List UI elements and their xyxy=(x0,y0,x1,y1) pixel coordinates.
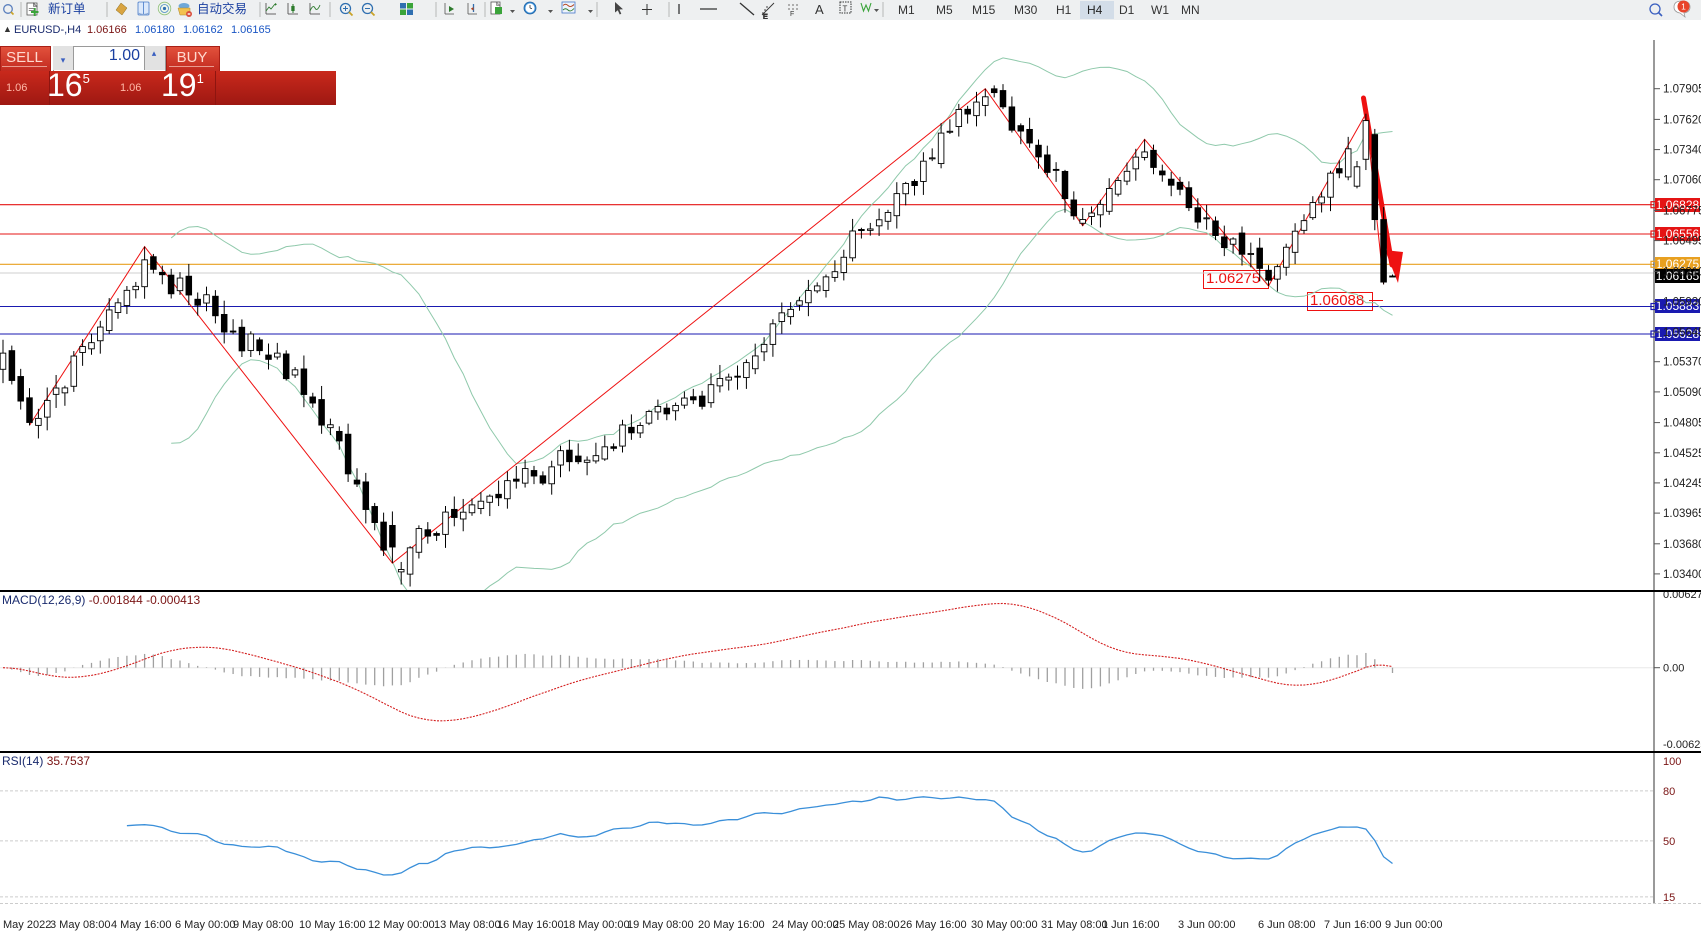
svg-text:新订单: 新订单 xyxy=(48,1,86,16)
svg-text:M1: M1 xyxy=(898,3,915,17)
svg-text:1.05090: 1.05090 xyxy=(1663,387,1701,399)
svg-text:80: 80 xyxy=(1663,786,1675,798)
svg-text:M15: M15 xyxy=(972,3,996,17)
svg-text:H4: H4 xyxy=(1087,3,1103,17)
svg-text:1.05370: 1.05370 xyxy=(1663,357,1701,369)
svg-text:自动交易: 自动交易 xyxy=(197,1,247,16)
svg-text:1.07620: 1.07620 xyxy=(1663,114,1701,126)
svg-text:1.06775: 1.06775 xyxy=(1663,205,1701,217)
svg-text:F: F xyxy=(790,11,794,18)
svg-text:1.06495: 1.06495 xyxy=(1663,236,1701,248)
svg-text:1.07340: 1.07340 xyxy=(1663,145,1701,157)
svg-text:H1: H1 xyxy=(1056,3,1072,17)
svg-text:1.07905: 1.07905 xyxy=(1663,84,1701,96)
svg-text:1.04245: 1.04245 xyxy=(1663,478,1701,490)
svg-text:1.03965: 1.03965 xyxy=(1663,508,1701,520)
svg-text:1.05930: 1.05930 xyxy=(1663,296,1701,308)
svg-text:MN: MN xyxy=(1181,3,1200,17)
svg-text:M5: M5 xyxy=(936,3,953,17)
svg-text:1.05645: 1.05645 xyxy=(1663,327,1701,339)
svg-text:W1: W1 xyxy=(1151,3,1169,17)
svg-text:1.04525: 1.04525 xyxy=(1663,448,1701,460)
svg-text:M30: M30 xyxy=(1014,3,1038,17)
svg-text:-0.006252: -0.006252 xyxy=(1663,739,1701,751)
svg-text:1.04805: 1.04805 xyxy=(1663,418,1701,430)
svg-text:0.006278: 0.006278 xyxy=(1663,592,1701,601)
svg-text:50: 50 xyxy=(1663,836,1675,848)
svg-text:0.00: 0.00 xyxy=(1663,663,1684,675)
svg-text:1.06210: 1.06210 xyxy=(1663,266,1701,278)
svg-text:A: A xyxy=(815,2,824,17)
svg-text:1.03400: 1.03400 xyxy=(1663,569,1701,581)
svg-text:100: 100 xyxy=(1663,756,1681,768)
svg-text:1.07060: 1.07060 xyxy=(1663,175,1701,187)
svg-text:D1: D1 xyxy=(1119,3,1135,17)
svg-text:T: T xyxy=(843,5,848,14)
svg-text:1.03680: 1.03680 xyxy=(1663,539,1701,551)
svg-text:E: E xyxy=(763,14,768,19)
svg-text:1: 1 xyxy=(1681,2,1686,12)
